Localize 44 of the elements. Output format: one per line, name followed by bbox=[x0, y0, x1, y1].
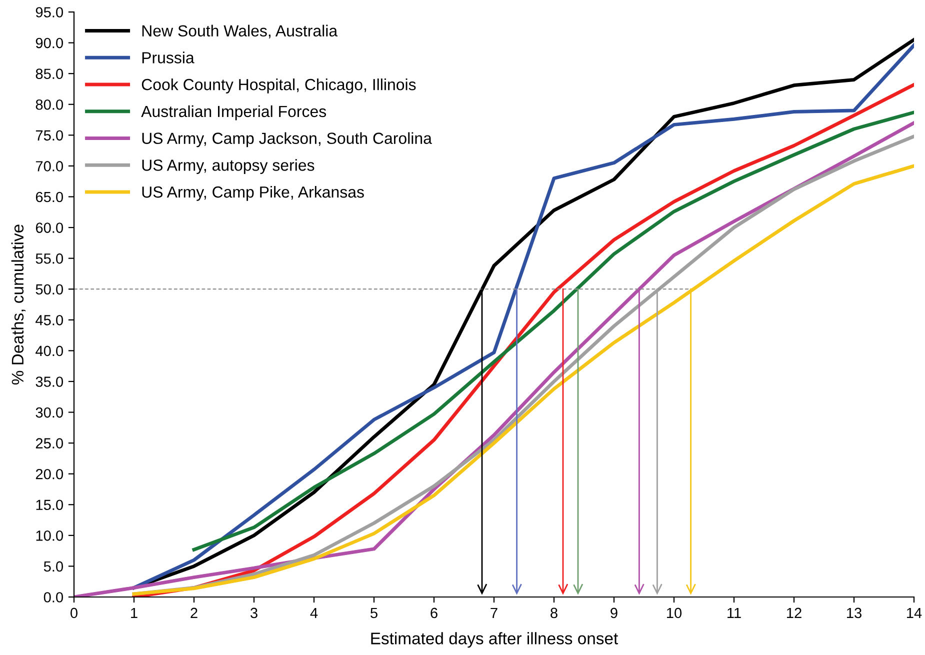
x-tick-label: 14 bbox=[907, 608, 922, 618]
x-tick-label: 3 bbox=[250, 608, 258, 618]
x-tick-label: 6 bbox=[430, 608, 438, 618]
x-tick-label: 5 bbox=[370, 608, 378, 618]
y-tick-label: 65.0 bbox=[36, 192, 64, 202]
x-tick-label: 4 bbox=[310, 608, 318, 618]
x-tick-label: 7 bbox=[490, 608, 498, 618]
x-tick-label: 11 bbox=[728, 608, 741, 618]
y-tick-label: 10.0 bbox=[36, 530, 64, 541]
legend-label: US Army, autopsy series bbox=[142, 159, 314, 174]
y-tick-label: 40.0 bbox=[36, 346, 64, 356]
y-tick-label: 90.0 bbox=[36, 38, 64, 48]
legend-label: Prussia bbox=[142, 52, 194, 64]
y-tick-label: 35.0 bbox=[36, 376, 64, 387]
x-tick-label: 10 bbox=[667, 608, 682, 618]
y-tick-label: 20.0 bbox=[36, 468, 64, 480]
y-tick-label: 30.0 bbox=[36, 407, 64, 418]
x-tick-label: 1 bbox=[131, 608, 138, 618]
x-tick-label: 2 bbox=[190, 608, 198, 618]
legend-label: Australian Imperial Forces bbox=[141, 105, 326, 120]
x-axis-title: Estimated days after illness onset bbox=[371, 632, 618, 648]
y-tick-label: 0.0 bbox=[44, 592, 64, 602]
y-tick-label: 15.0 bbox=[36, 500, 64, 510]
y-tick-label: 55.0 bbox=[36, 253, 64, 264]
y-tick-label: 25.0 bbox=[36, 438, 64, 448]
y-tick-label: 95.0 bbox=[36, 7, 64, 18]
y-tick-label: 70.0 bbox=[36, 161, 64, 172]
y-tick-label: 80.0 bbox=[36, 99, 64, 110]
legend-label: New South Wales, Australia bbox=[142, 24, 338, 38]
x-tick-label: 8 bbox=[550, 608, 558, 618]
y-tick-label: 75.0 bbox=[36, 130, 64, 141]
legend-label: Cook County Hospital, Chicago, Illinois bbox=[142, 78, 416, 94]
y-tick-label: 5.0 bbox=[44, 561, 64, 572]
y-tick-label: 50.0 bbox=[36, 284, 64, 295]
x-tick-label: 0 bbox=[70, 608, 78, 618]
legend-label: US Army, Camp Pike, Arkansas bbox=[142, 186, 364, 201]
legend-label: US Army, Camp Jackson, South Carolina bbox=[142, 132, 432, 148]
x-tick-label: 13 bbox=[847, 608, 862, 618]
y-axis-title: % Deaths, cumulative bbox=[11, 224, 26, 384]
x-tick-label: 12 bbox=[787, 608, 802, 618]
y-tick-label: 45.0 bbox=[36, 314, 64, 326]
x-tick-label: 9 bbox=[610, 608, 618, 618]
y-tick-label: 85.0 bbox=[36, 68, 64, 80]
y-tick-label: 60.0 bbox=[36, 222, 64, 233]
